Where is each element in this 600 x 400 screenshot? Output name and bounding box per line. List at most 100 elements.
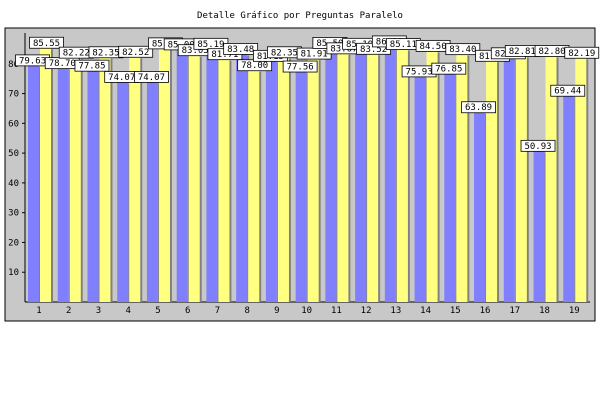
x-tick-label: 15 — [450, 306, 461, 316]
bar — [575, 57, 587, 303]
bar — [426, 50, 438, 302]
value-label: 50.93 — [524, 142, 551, 152]
bar-shadow — [526, 57, 529, 303]
bar — [337, 52, 349, 302]
bar — [99, 56, 111, 302]
x-tick-label: 7 — [215, 306, 220, 316]
value-label: 75.93 — [406, 67, 433, 77]
x-tick-label: 5 — [155, 306, 160, 316]
bar — [474, 111, 486, 302]
bar-shadow — [497, 62, 500, 302]
bar — [307, 58, 319, 302]
bar-shadow — [467, 55, 470, 302]
bar — [69, 57, 81, 302]
value-label: 81.91 — [301, 50, 328, 60]
y-tick-label: 40 — [8, 179, 19, 189]
value-label-box — [520, 139, 556, 152]
value-label-box — [118, 45, 154, 58]
value-label: 84.50 — [420, 42, 447, 52]
bar — [158, 47, 170, 302]
x-tick-label: 12 — [361, 306, 372, 316]
bar — [28, 64, 39, 303]
x-tick-label: 3 — [96, 306, 101, 316]
value-label: 63.89 — [465, 103, 492, 113]
value-label: 83.52 — [360, 45, 387, 55]
bar — [384, 45, 396, 303]
bar — [129, 56, 141, 303]
y-tick-label: 70 — [8, 90, 19, 100]
bar — [206, 48, 218, 302]
x-tick-label: 11 — [331, 306, 342, 316]
bar — [117, 81, 129, 302]
bar — [188, 54, 200, 302]
value-label: 85.55 — [33, 39, 60, 49]
bar-shadow — [288, 58, 291, 302]
bar-shadow — [348, 54, 351, 302]
value-label: 77.85 — [78, 62, 105, 72]
bar — [176, 48, 188, 303]
value-label-box — [461, 101, 496, 114]
bar — [40, 47, 51, 302]
value-label: 82.35 — [92, 48, 119, 58]
value-label: 74.07 — [138, 73, 165, 83]
bar-shadow — [169, 49, 172, 302]
bar — [444, 73, 456, 302]
y-tick-label: 50 — [8, 149, 19, 159]
y-tick-label: 60 — [8, 119, 19, 129]
bar — [515, 55, 527, 303]
bar-shadow — [51, 49, 53, 302]
bar-shadow — [110, 58, 113, 302]
bar-shadow — [80, 59, 83, 302]
value-label-box — [564, 46, 600, 59]
bar-shadow — [556, 57, 559, 302]
y-tick-label: 80 — [8, 60, 19, 70]
value-label: 82.80 — [538, 47, 565, 57]
x-tick-label: 16 — [480, 306, 491, 316]
value-label: 85.11 — [390, 40, 417, 50]
value-label: 83.40 — [449, 45, 476, 55]
bar-shadow — [318, 60, 321, 302]
bar-shadow — [199, 56, 202, 302]
value-label-box — [74, 59, 110, 72]
x-tick-label: 13 — [390, 306, 401, 316]
value-label: 82.81 — [509, 47, 536, 57]
chart-title: Detalle Gráfico por Preguntas Paralelo — [197, 11, 403, 21]
bar — [57, 67, 69, 302]
y-tick-label: 20 — [8, 238, 19, 248]
bar — [456, 53, 468, 302]
value-label: 83.48 — [227, 45, 254, 55]
x-tick-label: 8 — [244, 306, 249, 316]
bar — [265, 60, 277, 302]
x-tick-label: 19 — [569, 306, 580, 316]
bar-shadow — [437, 52, 440, 302]
value-label-box — [550, 84, 586, 97]
y-tick-label: 30 — [8, 209, 19, 219]
value-label-box — [431, 62, 467, 75]
bar — [248, 69, 260, 302]
x-tick-label: 17 — [509, 306, 520, 316]
x-axis: 1 2 3 4 5 6 7 8 9 10 11 12 13 14 15 16 17 18 19 — [36, 306, 579, 316]
bar — [236, 53, 248, 302]
x-tick-label: 9 — [274, 306, 279, 316]
value-label: 82.52 — [122, 48, 149, 58]
value-label: 76.85 — [435, 65, 462, 75]
x-tick-label: 10 — [301, 306, 312, 316]
bar — [367, 53, 379, 302]
bar-shadow — [259, 71, 262, 302]
value-label-box — [134, 71, 169, 83]
bar — [355, 48, 367, 302]
bar — [396, 48, 408, 302]
x-tick-label: 18 — [539, 306, 550, 316]
bar-shadow — [229, 60, 232, 303]
x-tick-label: 4 — [125, 306, 130, 316]
bar — [146, 81, 158, 302]
value-label: 77.56 — [287, 63, 314, 73]
bar-shadow — [586, 59, 589, 303]
x-tick-label: 2 — [66, 306, 71, 316]
bar-shadow — [378, 55, 381, 302]
bar — [218, 58, 230, 303]
value-label: 69.44 — [554, 87, 581, 97]
value-label: 79.63 — [19, 56, 46, 66]
